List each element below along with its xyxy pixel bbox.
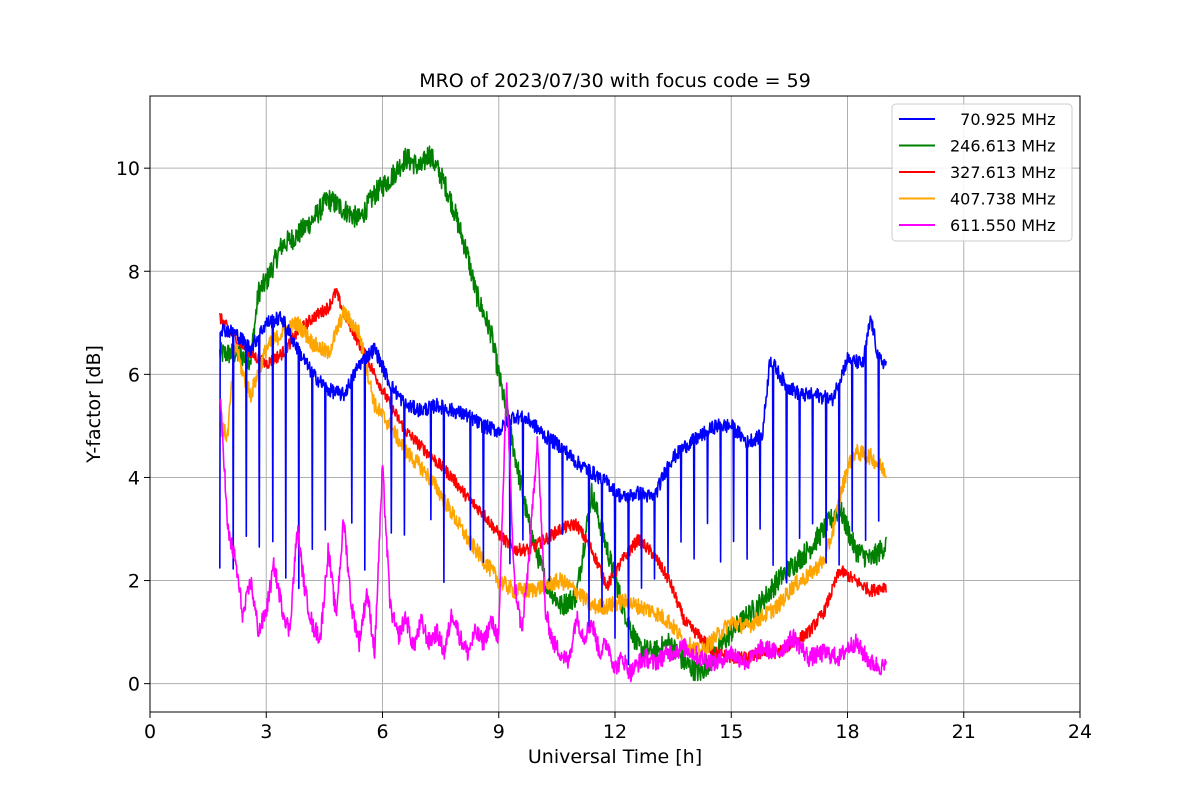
series-line-0 [219,311,887,666]
y-tick-label: 2 [128,571,140,593]
y-tick-label: 6 [128,364,140,386]
legend-entry: 70.925 MHz [950,110,1055,129]
y-tick-label: 0 [128,674,140,696]
legend-entry: 611.550 MHz [950,216,1055,235]
chart-title: MRO of 2023/07/30 with focus code = 59 [419,70,811,92]
x-tick-label: 3 [260,721,272,743]
x-tick-label: 9 [493,721,505,743]
y-axis-ticks: 0 2 4 6 8 10 [116,158,150,696]
x-tick-label: 24 [1068,721,1092,743]
x-axis-ticks: 0 3 6 9 12 15 18 21 24 [144,712,1092,743]
y-tick-label: 4 [128,467,140,489]
series-line-1 [219,145,887,682]
legend-entry: 407.738 MHz [950,190,1055,209]
legend-box [891,103,1073,242]
x-tick-label: 18 [835,721,859,743]
y-tick-label: 8 [128,261,140,283]
y-axis-label: Y-factor [dB] [83,345,105,464]
x-tick-label: 15 [719,721,743,743]
legend-entry: 246.613 MHz [950,137,1055,156]
legend-entry: 327.613 MHz [950,163,1055,182]
x-tick-label: 0 [144,721,156,743]
x-axis-label: Universal Time [h] [528,746,702,768]
y-tick-label: 10 [116,158,140,180]
series-line-4 [219,382,887,683]
series-line-3 [219,304,887,660]
x-tick-label: 21 [952,721,976,743]
series-group [219,145,887,683]
x-tick-label: 12 [603,721,627,743]
x-tick-label: 6 [376,721,388,743]
legend: 70.925 MHz 246.613 MHz 327.613 MHz 407.738 … [891,103,1073,242]
